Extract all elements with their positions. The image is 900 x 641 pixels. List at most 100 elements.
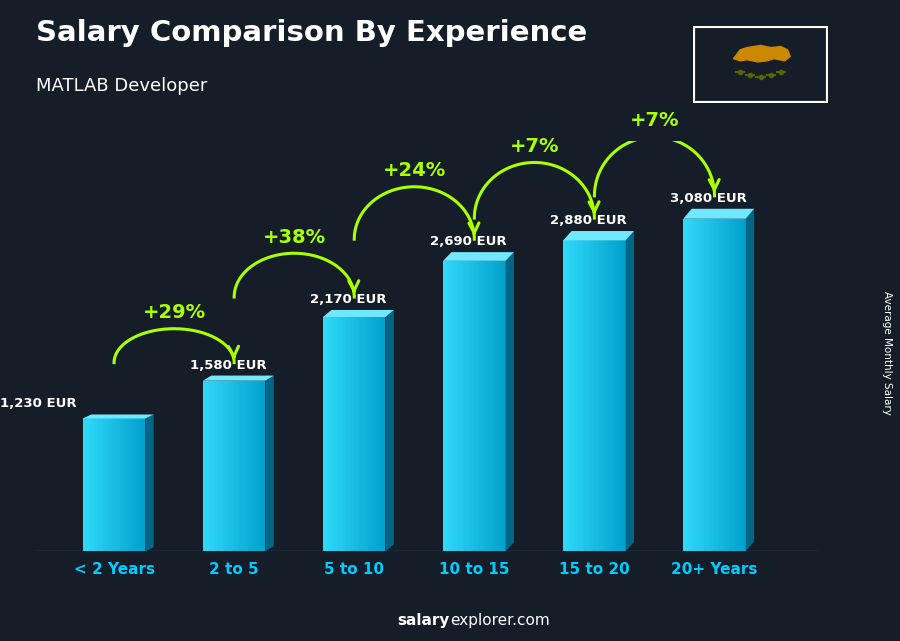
- Bar: [94, 419, 95, 551]
- Bar: [470, 261, 472, 551]
- Bar: [723, 219, 724, 551]
- Bar: [248, 381, 250, 551]
- Bar: [123, 419, 125, 551]
- Bar: [708, 219, 710, 551]
- Bar: [202, 381, 204, 551]
- Bar: [140, 419, 142, 551]
- Bar: [97, 419, 98, 551]
- Bar: [502, 261, 504, 551]
- Bar: [498, 261, 500, 551]
- Bar: [112, 419, 114, 551]
- Bar: [106, 419, 108, 551]
- Text: +24%: +24%: [382, 162, 446, 180]
- Bar: [736, 219, 738, 551]
- Bar: [221, 381, 223, 551]
- Bar: [86, 419, 87, 551]
- Bar: [144, 419, 145, 551]
- Bar: [610, 240, 612, 551]
- Bar: [208, 381, 209, 551]
- Polygon shape: [323, 310, 394, 317]
- Bar: [693, 219, 694, 551]
- Bar: [602, 240, 604, 551]
- Bar: [568, 240, 570, 551]
- Bar: [699, 219, 700, 551]
- Text: 2,690 EUR: 2,690 EUR: [430, 235, 507, 248]
- Bar: [694, 219, 696, 551]
- Bar: [215, 381, 217, 551]
- Bar: [721, 219, 723, 551]
- Bar: [209, 381, 211, 551]
- Bar: [376, 317, 378, 551]
- Bar: [220, 381, 221, 551]
- Bar: [478, 261, 479, 551]
- Bar: [700, 219, 702, 551]
- Bar: [448, 261, 449, 551]
- Bar: [373, 317, 374, 551]
- Bar: [238, 381, 239, 551]
- Bar: [606, 240, 607, 551]
- Text: explorer.com: explorer.com: [450, 613, 550, 628]
- Bar: [732, 219, 733, 551]
- Polygon shape: [202, 376, 274, 381]
- Bar: [493, 261, 495, 551]
- Bar: [617, 240, 619, 551]
- Text: 2,880 EUR: 2,880 EUR: [550, 214, 626, 228]
- Bar: [228, 381, 230, 551]
- Bar: [226, 381, 228, 551]
- Polygon shape: [266, 376, 274, 551]
- Bar: [476, 261, 478, 551]
- Bar: [465, 261, 466, 551]
- Bar: [206, 381, 208, 551]
- Bar: [328, 317, 329, 551]
- Bar: [565, 240, 566, 551]
- Bar: [362, 317, 364, 551]
- Bar: [704, 219, 706, 551]
- Bar: [110, 419, 111, 551]
- Bar: [589, 240, 590, 551]
- Bar: [114, 419, 115, 551]
- Bar: [591, 240, 593, 551]
- Bar: [255, 381, 256, 551]
- Bar: [740, 219, 741, 551]
- Bar: [232, 381, 234, 551]
- Bar: [490, 261, 491, 551]
- Bar: [98, 419, 100, 551]
- Bar: [223, 381, 225, 551]
- Bar: [479, 261, 481, 551]
- Bar: [119, 419, 121, 551]
- Bar: [500, 261, 501, 551]
- Bar: [696, 219, 698, 551]
- Bar: [361, 317, 362, 551]
- Bar: [685, 219, 687, 551]
- Bar: [688, 219, 689, 551]
- Bar: [730, 219, 732, 551]
- Bar: [89, 419, 91, 551]
- Bar: [599, 240, 600, 551]
- Bar: [219, 381, 220, 551]
- Polygon shape: [385, 310, 394, 551]
- Bar: [624, 240, 625, 551]
- Bar: [253, 381, 255, 551]
- Bar: [245, 381, 247, 551]
- Bar: [570, 240, 571, 551]
- Bar: [127, 419, 128, 551]
- Bar: [117, 419, 119, 551]
- Bar: [204, 381, 206, 551]
- Bar: [346, 317, 348, 551]
- Bar: [594, 240, 596, 551]
- Bar: [85, 419, 86, 551]
- Bar: [331, 317, 332, 551]
- Bar: [616, 240, 617, 551]
- Bar: [495, 261, 496, 551]
- Text: 2,170 EUR: 2,170 EUR: [310, 293, 386, 306]
- Bar: [585, 240, 587, 551]
- Bar: [474, 261, 476, 551]
- Bar: [242, 381, 244, 551]
- Bar: [250, 381, 251, 551]
- Bar: [323, 317, 325, 551]
- Bar: [259, 381, 261, 551]
- Bar: [451, 261, 453, 551]
- Bar: [345, 317, 346, 551]
- Bar: [138, 419, 139, 551]
- Bar: [706, 219, 708, 551]
